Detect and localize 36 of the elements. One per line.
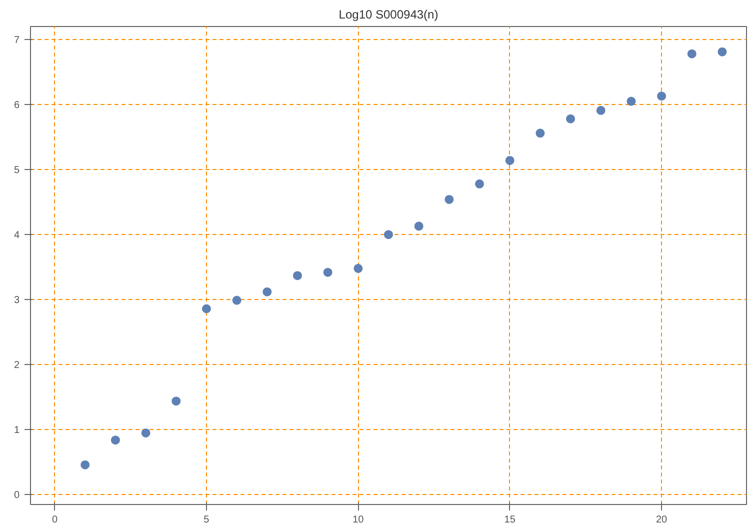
point	[172, 396, 181, 406]
point	[232, 296, 242, 305]
point	[657, 92, 666, 101]
y-tick-label: 3	[14, 295, 20, 306]
x-tick-label: 20	[656, 514, 668, 525]
point	[505, 156, 514, 165]
point	[687, 49, 696, 58]
x-tick-label: 15	[504, 514, 516, 525]
point	[292, 271, 302, 280]
point	[566, 114, 576, 124]
x-tick-label: 5	[204, 514, 210, 525]
y-tick-label: 1	[14, 425, 20, 436]
y-tick-label: 4	[14, 230, 20, 242]
y-tick-label: 5	[14, 165, 20, 176]
point	[718, 47, 727, 56]
point	[262, 287, 272, 296]
point	[80, 460, 90, 470]
point	[354, 264, 363, 273]
point	[110, 436, 120, 445]
point	[202, 304, 211, 314]
point	[384, 230, 393, 240]
point	[323, 268, 332, 277]
y-tick-label: 0	[14, 490, 20, 502]
point	[596, 106, 606, 115]
y-tick-label: 7	[14, 35, 20, 46]
x-tick-label: 0	[52, 514, 58, 525]
y-tick-label: 2	[14, 360, 20, 372]
point	[141, 428, 150, 438]
point	[414, 222, 424, 231]
point	[444, 195, 454, 204]
point	[626, 96, 636, 106]
x-tick-label: 10	[352, 514, 364, 525]
y-tick-label: 6	[14, 100, 20, 112]
point	[475, 179, 484, 188]
chart-title: Log10 S000943(n)	[338, 8, 438, 22]
point	[536, 128, 545, 138]
